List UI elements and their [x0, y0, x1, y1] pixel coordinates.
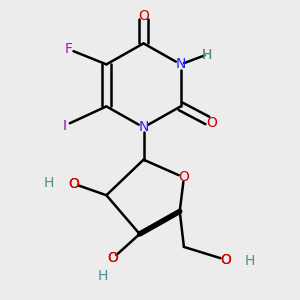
Text: O: O — [220, 253, 231, 267]
Text: H: H — [201, 48, 212, 62]
Text: N: N — [138, 120, 149, 134]
Text: F: F — [64, 42, 73, 56]
Text: O: O — [69, 177, 80, 191]
Text: H: H — [44, 176, 54, 190]
Text: O: O — [206, 116, 217, 130]
Text: O: O — [107, 251, 118, 265]
Text: O: O — [69, 177, 80, 191]
Text: O: O — [220, 253, 231, 267]
Text: O: O — [178, 170, 189, 184]
Text: H: H — [98, 269, 108, 283]
Text: N: N — [176, 57, 186, 71]
Text: O: O — [138, 9, 149, 23]
Text: I: I — [62, 119, 66, 133]
Text: H: H — [245, 254, 255, 268]
Text: H: H — [201, 48, 212, 62]
Text: O: O — [107, 251, 118, 265]
